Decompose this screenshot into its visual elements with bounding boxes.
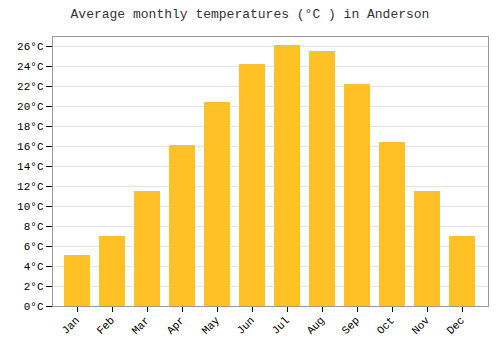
svg-text:20°C: 20°C — [17, 101, 44, 113]
svg-text:May: May — [200, 314, 223, 337]
svg-text:8°C: 8°C — [24, 221, 44, 233]
svg-text:Apr: Apr — [165, 314, 187, 336]
svg-text:2°C: 2°C — [24, 281, 44, 293]
svg-text:24°C: 24°C — [17, 61, 44, 73]
svg-text:Jan: Jan — [60, 314, 82, 336]
svg-text:12°C: 12°C — [17, 181, 44, 193]
svg-text:Oct: Oct — [375, 314, 397, 336]
svg-text:Sep: Sep — [340, 314, 362, 336]
svg-text:Dec: Dec — [445, 314, 467, 336]
svg-text:26°C: 26°C — [17, 41, 44, 53]
svg-text:16°C: 16°C — [17, 141, 44, 153]
svg-text:6°C: 6°C — [24, 241, 44, 253]
svg-text:Jul: Jul — [270, 314, 292, 336]
svg-text:Feb: Feb — [95, 314, 117, 336]
html-text:Average monthly temperatures (: Average monthly temperatures (°C ) in An… — [70, 7, 430, 22]
svg-text:Aug: Aug — [305, 314, 327, 336]
svg-text:Mar: Mar — [130, 314, 152, 336]
svg-text:18°C: 18°C — [17, 121, 44, 133]
svg-text:Nov: Nov — [410, 314, 433, 337]
svg-text:0°C: 0°C — [24, 301, 44, 313]
svg-text:14°C: 14°C — [17, 161, 44, 173]
svg-text:Jun: Jun — [235, 314, 257, 336]
svg-text:22°C: 22°C — [17, 81, 44, 93]
svg-text:4°C: 4°C — [24, 261, 44, 273]
svg-text:10°C: 10°C — [17, 201, 44, 213]
